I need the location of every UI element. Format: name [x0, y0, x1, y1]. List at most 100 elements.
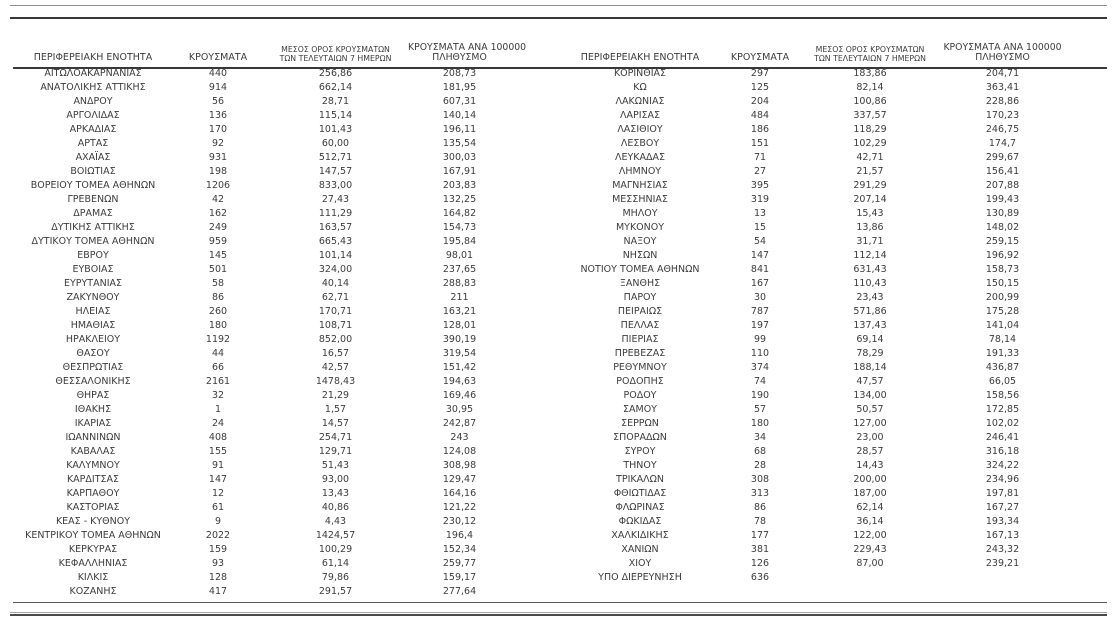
table-row: ΣΥΡΟΥ 68 28,57 316,18	[560, 445, 1107, 459]
avg7-cell: 100,29	[318, 544, 353, 555]
spacer-cell	[1065, 375, 1107, 389]
region-cell: ΜΗΛΟΥ	[622, 208, 658, 219]
spacer-cell	[511, 123, 560, 137]
spacer-cell	[511, 235, 560, 249]
region-cell: ΗΜΑΘΙΑΣ	[70, 320, 116, 331]
avg7-cell: 61,14	[321, 558, 350, 569]
table-row: ΣΑΜΟΥ 57 50,57 172,85	[560, 403, 1107, 417]
region-cell: ΕΥΡΥΤΑΝΙΑΣ	[63, 278, 123, 289]
cases-cell: 204	[750, 96, 770, 107]
spacer-cell	[1065, 263, 1107, 277]
per100k-cell: 181,95	[442, 82, 477, 93]
col-header-cases: ΚΡΟΥΣΜΑΤΑ	[188, 52, 248, 64]
table-row: ΝΑΞΟΥ 54 31,71 259,15	[560, 235, 1107, 249]
region-cell: ΛΕΣΒΟΥ	[620, 138, 660, 149]
region-cell: ΣΕΡΡΩΝ	[621, 418, 659, 429]
avg7-cell: 62,14	[856, 502, 884, 513]
spacer-cell	[1065, 291, 1107, 305]
avg7-cell: 101,14	[318, 250, 353, 261]
cases-cell: 110	[750, 348, 770, 359]
region-cell: ΧΙΟΥ	[628, 558, 652, 569]
header-underline-rule	[13, 67, 1107, 69]
per100k-cell: 246,75	[985, 124, 1020, 135]
table-row: ΡΟΔΟΥ 190 134,00 158,56	[560, 389, 1107, 403]
per100k-cell: 196,4	[445, 530, 474, 541]
spacer-cell	[1065, 445, 1107, 459]
per100k-cell: 208,73	[442, 68, 477, 79]
avg7-cell: 1478,43	[315, 376, 356, 387]
avg7-cell: 47,57	[856, 376, 884, 387]
cases-cell: 13	[753, 208, 767, 219]
cases-cell: 841	[750, 264, 770, 275]
spacer-cell	[1065, 95, 1107, 109]
region-cell: ΚΑΡΠΑΘΟΥ	[66, 488, 120, 499]
per100k-cell: 141,04	[985, 320, 1020, 331]
table-row: ΡΕΘΥΜΝΟΥ 374 188,14 436,87	[560, 361, 1107, 375]
table-row: ΚΕΦΑΛΛΗΝΙΑΣ 93 61,14 259,77	[13, 557, 560, 571]
per100k-cell: 191,33	[985, 348, 1020, 359]
regional-cases-tables: ΠΕΡΙΦΕΡΕΙΑΚΗ ΕΝΟΤΗΤΑ ΚΡΟΥΣΜΑΤΑ ΜΕΣΟΣ ΟΡΟ…	[13, 40, 1107, 605]
per100k-cell: 237,65	[442, 264, 477, 275]
per100k-cell: 203,83	[442, 180, 477, 191]
spacer-cell	[1065, 333, 1107, 347]
table-row: ΣΕΡΡΩΝ 180 127,00 102,02	[560, 417, 1107, 431]
spacer-cell	[1065, 557, 1107, 571]
cases-cell: 125	[750, 82, 770, 93]
table-row: ΚΑΣΤΟΡΙΑΣ 61 40,86 121,22	[13, 501, 560, 515]
spacer-cell	[1065, 137, 1107, 151]
region-cell: ΛΑΚΩΝΙΑΣ	[615, 96, 665, 107]
spacer-cell	[511, 557, 560, 571]
cases-cell: 145	[208, 250, 228, 261]
col-header-per100k-line2: ΠΛΗΘΥΣΜΟ	[432, 52, 487, 64]
spacer-cell	[511, 193, 560, 207]
table-row: ΚΑΡΔΙΤΣΑΣ 147 93,00 129,47	[13, 473, 560, 487]
per100k-cell: 259,77	[442, 558, 477, 569]
col-header-per100k-line1: ΚΡΟΥΣΜΑΤΑ ΑΝΑ 100000	[408, 41, 527, 53]
avg7-cell: 36,14	[856, 516, 884, 527]
region-cell: ΔΡΑΜΑΣ	[73, 208, 113, 219]
avg7-cell: 50,57	[856, 404, 884, 415]
per100k-cell: 288,83	[442, 278, 477, 289]
cases-cell: 180	[750, 418, 770, 429]
per100k-cell: 169,46	[442, 390, 477, 401]
cases-cell: 61	[211, 502, 225, 513]
col-header-per100k: ΚΡΟΥΣΜΑΤΑ ΑΝΑ 100000 ΠΛΗΘΥΣΜΟ	[408, 40, 527, 67]
table-row: ΠΡΕΒΕΖΑΣ 110 78,29 191,33	[560, 347, 1107, 361]
table-row: ΛΕΥΚΑΔΑΣ 71 42,71 299,67	[560, 151, 1107, 165]
table-row: ΒΟΡΕΙΟΥ ΤΟΜΕΑ ΑΘΗΝΩΝ 1206 833,00 203,83	[13, 179, 560, 193]
avg7-cell: 1424,57	[315, 530, 356, 541]
table-row: ΠΕΙΡΑΙΩΣ 787 571,86 175,28	[560, 305, 1107, 319]
avg7-cell: 40,14	[321, 278, 350, 289]
per100k-cell: 199,43	[985, 194, 1020, 205]
avg7-cell: 51,43	[321, 460, 350, 471]
region-cell: ΑΧΑΪΑΣ	[75, 152, 111, 163]
per100k-cell: 164,82	[442, 208, 477, 219]
per100k-cell: 300,03	[442, 152, 477, 163]
cases-cell: 197	[750, 320, 770, 331]
spacer-cell	[1065, 515, 1107, 529]
avg7-cell: 163,57	[318, 222, 353, 233]
per100k-cell: 319,54	[442, 348, 477, 359]
per100k-cell: 159,17	[442, 572, 477, 583]
cases-cell: 417	[208, 586, 228, 597]
table-row: ΠΑΡΟΥ 30 23,43 200,99	[560, 291, 1107, 305]
avg7-cell: 14,57	[321, 418, 350, 429]
table-row: ΝΟΤΙΟΥ ΤΟΜΕΑ ΑΘΗΝΩΝ 841 631,43 158,73	[560, 263, 1107, 277]
cases-cell: 1206	[205, 180, 231, 191]
region-cell: ΗΡΑΚΛΕΙΟΥ	[65, 334, 121, 345]
table-row: ΙΩΑΝΝΙΝΩΝ 408 254,71 243	[13, 431, 560, 445]
avg7-cell: 137,43	[853, 320, 887, 331]
table-row: ΚΕΝΤΡΙΚΟΥ ΤΟΜΕΑ ΑΘΗΝΩΝ 2022 1424,57 196,4	[13, 529, 560, 543]
cases-cell: 260	[208, 306, 228, 317]
per100k-cell: 316,18	[985, 446, 1020, 457]
col-header-per100k-line2: ΠΛΗΘΥΣΜΟ	[975, 52, 1030, 64]
table-row: ΕΥΒΟΙΑΣ 501 324,00 237,65	[13, 263, 560, 277]
avg7-cell: 207,14	[853, 194, 887, 205]
cases-cell: 147	[208, 474, 228, 485]
avg7-cell: 14,43	[856, 460, 884, 471]
table-row: ΡΟΔΟΠΗΣ 74 47,57 66,05	[560, 375, 1107, 389]
spacer-cell	[511, 221, 560, 235]
cases-cell: 92	[211, 138, 225, 149]
cases-table-right: ΠΕΡΙΦΕΡΕΙΑΚΗ ΕΝΟΤΗΤΑ ΚΡΟΥΣΜΑΤΑ ΜΕΣΟΣ ΟΡΟ…	[560, 40, 1107, 585]
spacer-cell	[1065, 431, 1107, 445]
